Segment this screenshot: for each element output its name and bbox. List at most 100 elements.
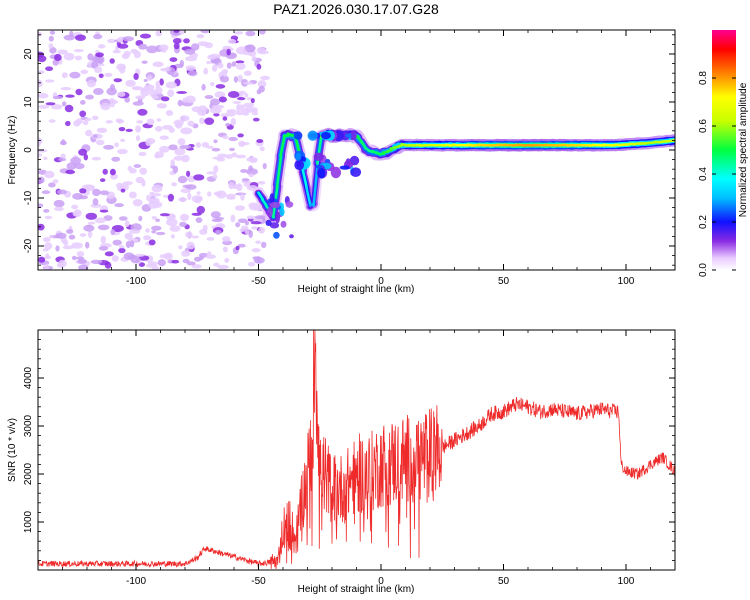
noise-speckle	[171, 182, 178, 187]
y-tick-label: 20	[23, 48, 34, 60]
noise-speckle	[184, 95, 196, 104]
noise-speckle	[140, 88, 150, 97]
noise-speckle	[77, 258, 87, 264]
noise-speckle	[60, 87, 72, 91]
noise-speckle	[254, 215, 266, 220]
noise-speckle	[228, 136, 238, 142]
noise-speckle	[138, 43, 148, 50]
noise-speckle	[194, 197, 202, 204]
noise-speckle	[132, 101, 144, 106]
noise-speckle	[159, 135, 169, 140]
noise-speckle	[155, 30, 163, 37]
ridge-blob	[317, 167, 326, 179]
x-tick-label: 100	[618, 576, 635, 587]
noise-speckle	[58, 157, 67, 162]
noise-speckle	[260, 75, 270, 81]
noise-speckle	[104, 261, 112, 269]
noise-speckle	[54, 53, 62, 62]
noise-speckle	[85, 212, 98, 220]
noise-speckle	[38, 79, 43, 88]
y-tick-label: 3000	[23, 414, 34, 437]
noise-speckle	[128, 168, 137, 174]
noise-speckle	[231, 61, 237, 67]
noise-speckle	[222, 246, 228, 253]
ridge-blob	[307, 130, 318, 141]
noise-speckle	[248, 173, 255, 178]
noise-speckle	[178, 30, 185, 35]
noise-speckle	[169, 214, 176, 219]
colorbar-tick-label: 0.8	[698, 71, 709, 85]
x-tick-label: 0	[378, 576, 384, 587]
noise-speckle	[72, 193, 84, 200]
noise-speckle	[106, 87, 117, 96]
noise-speckle	[48, 182, 56, 188]
ridge-blob	[275, 211, 280, 224]
noise-speckle	[57, 49, 68, 55]
colorbar-tick-label: 0.0	[698, 263, 709, 277]
noise-speckle	[145, 139, 152, 147]
noise-speckle	[69, 71, 81, 79]
noise-speckle	[63, 52, 75, 61]
noise-speckle	[114, 203, 124, 208]
spectrogram-noise	[38, 30, 270, 270]
noise-speckle	[193, 174, 205, 181]
colorbar: 0.0 0.2 0.4 0.6 0.8 Normalized spectral ampl…	[698, 30, 749, 277]
noise-speckle	[248, 165, 254, 172]
noise-speckle	[250, 98, 255, 104]
noise-speckle	[169, 225, 181, 232]
noise-speckle	[204, 95, 214, 99]
noise-speckle	[203, 67, 209, 75]
noise-speckle	[61, 72, 68, 79]
noise-speckle	[163, 252, 173, 261]
noise-speckle	[42, 248, 49, 252]
noise-speckle	[211, 147, 221, 152]
noise-speckle	[38, 176, 45, 184]
noise-speckle	[143, 235, 152, 241]
noise-speckle	[138, 151, 147, 157]
noise-speckle	[145, 263, 158, 268]
noise-speckle	[217, 264, 230, 270]
noise-speckle	[252, 256, 261, 260]
noise-speckle	[94, 66, 103, 74]
ridge-blob	[339, 165, 350, 170]
noise-speckle	[156, 118, 162, 122]
noise-speckle	[177, 138, 186, 146]
noise-speckle	[44, 170, 55, 179]
noise-speckle	[84, 117, 92, 122]
noise-speckle	[165, 81, 177, 89]
noise-speckle	[243, 70, 252, 76]
noise-speckle	[54, 206, 64, 212]
noise-speckle	[235, 245, 240, 251]
spectrogram-xlabel: Height of straight line (km)	[298, 284, 415, 295]
noise-speckle	[109, 168, 116, 176]
snr-panel: -100 -50 0 50 100 1000 2000 3000 4000 Height of …	[7, 329, 676, 595]
noise-speckle	[201, 84, 206, 91]
noise-speckle	[132, 199, 143, 207]
noise-speckle	[48, 43, 54, 49]
noise-speckle	[73, 49, 84, 53]
figure-title: PAZ1.2026.030.17.07.G28	[273, 1, 439, 17]
noise-speckle	[96, 127, 108, 133]
noise-speckle	[196, 191, 201, 195]
noise-speckle	[186, 261, 196, 266]
noise-speckle	[44, 242, 53, 250]
noise-speckle	[170, 234, 175, 239]
spectrogram-ridge	[252, 127, 675, 239]
noise-speckle	[187, 120, 195, 127]
noise-speckle	[85, 129, 93, 137]
noise-speckle	[151, 230, 157, 234]
noise-speckle	[141, 60, 148, 64]
noise-speckle	[228, 91, 240, 98]
noise-speckle	[217, 62, 224, 69]
noise-speckle	[103, 144, 115, 150]
noise-speckle	[183, 38, 190, 44]
ridge-blob	[321, 132, 331, 140]
y-tick-label: 10	[23, 96, 34, 108]
noise-speckle	[197, 109, 207, 116]
noise-speckle	[179, 115, 190, 122]
noise-speckle	[219, 75, 229, 83]
noise-speckle	[110, 101, 115, 108]
noise-speckle	[179, 221, 187, 227]
noise-speckle	[262, 163, 267, 170]
